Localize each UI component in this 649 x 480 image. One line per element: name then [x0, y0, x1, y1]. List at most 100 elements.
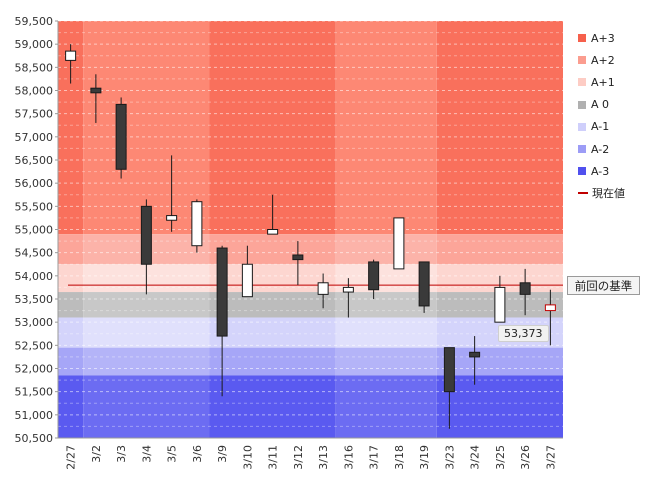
candle [241, 245, 253, 298]
legend-swatch-a-minus-3 [578, 167, 586, 176]
legend-line-current-value [578, 192, 588, 195]
reference-label: 前回の基準 [567, 276, 640, 295]
candle-body [90, 87, 102, 94]
band-A0 [209, 292, 336, 318]
legend-swatch-a-0 [578, 100, 586, 109]
y-tick-label: 57,000 [15, 131, 54, 144]
band-Aminus3 [83, 375, 210, 438]
candle [393, 217, 405, 270]
x-tick-label: 3/5 [166, 445, 179, 463]
band-Aminus1 [83, 317, 210, 348]
legend-label: A+2 [591, 53, 615, 67]
candle [65, 44, 77, 84]
y-tick-label: 56,500 [15, 154, 54, 167]
y-tick-label: 54,500 [15, 247, 54, 260]
x-tick-label: 3/16 [342, 445, 355, 470]
legend-label: 現在値 [592, 187, 625, 201]
candle-body [65, 50, 77, 61]
x-tick-label: 3/17 [368, 445, 381, 470]
y-tick-label: 53,500 [15, 293, 54, 306]
y-tick-label: 51,500 [15, 386, 54, 399]
y-tick-label: 52,000 [15, 363, 54, 376]
band-Aminus2 [209, 347, 336, 376]
x-tick-label: 3/6 [191, 445, 204, 463]
band-A0 [58, 292, 84, 318]
x-tick-label: 2/27 [65, 445, 78, 470]
candle-body [519, 282, 531, 295]
candle-body [241, 263, 253, 298]
candle [317, 273, 329, 309]
candle [342, 278, 354, 318]
band-A0 [83, 292, 210, 318]
candle-body [166, 215, 178, 221]
legend-swatch-a-minus-1 [578, 122, 586, 131]
candle [368, 259, 380, 299]
legend-label: A-1 [591, 120, 610, 134]
legend-item-a-plus-3: A+3 [578, 27, 625, 49]
x-tick-label: 3/10 [241, 445, 254, 470]
legend-item-current-value: 現在値 [578, 182, 625, 204]
band-Aplus2 [436, 234, 563, 265]
candle [469, 336, 481, 385]
candle [140, 199, 152, 295]
candle-body [418, 261, 430, 307]
candle-body [443, 347, 455, 393]
candle-body [216, 247, 228, 337]
x-tick-label: 3/27 [544, 445, 557, 470]
candle-body [317, 282, 329, 295]
y-tick-label: 52,500 [15, 339, 54, 352]
candle [292, 241, 304, 286]
band-Aminus3 [335, 375, 437, 438]
band-Aminus2 [58, 347, 84, 376]
band-Aminus2 [335, 347, 437, 376]
y-tick-label: 57,500 [15, 108, 54, 121]
legend-swatch-a-minus-2 [578, 145, 586, 154]
legend-item-a-plus-1: A+1 [578, 71, 625, 93]
axis-layer: 50,500 51,000 51,500 52,000 52,500 53,000 53,5… [15, 15, 563, 470]
y-tick-label: 56,000 [15, 177, 54, 190]
candle [443, 347, 455, 429]
band-Aminus3 [209, 375, 336, 438]
x-tick-label: 3/26 [519, 445, 532, 470]
band-Aminus1 [335, 317, 437, 348]
legend-item-a-0: A 0 [578, 94, 625, 116]
data-tooltip: 53,373 [498, 325, 549, 342]
candles-layer [65, 44, 556, 429]
band-Aminus2 [83, 347, 210, 376]
candle [418, 261, 430, 313]
candle [166, 155, 178, 232]
legend-label: A 0 [591, 98, 610, 112]
y-tick-label: 58,500 [15, 61, 54, 74]
candle [267, 194, 279, 235]
band-Aplus3 [83, 21, 210, 235]
x-tick-label: 3/11 [267, 445, 280, 470]
y-tick-label: 58,000 [15, 85, 54, 98]
candle [90, 74, 102, 123]
x-tick-label: 3/3 [115, 445, 128, 463]
candle-body [393, 217, 405, 270]
x-tick-label: 3/23 [443, 445, 456, 470]
legend-label: A-2 [591, 142, 610, 156]
legend-item-a-minus-1: A-1 [578, 116, 625, 138]
band-Aminus1 [209, 317, 336, 348]
y-tick-label: 50,500 [15, 432, 54, 445]
candle-body [544, 304, 556, 312]
legend-swatch-a-plus-2 [578, 56, 586, 65]
band-Aminus3 [58, 375, 84, 438]
band-Aplus2 [335, 234, 437, 265]
band-Aminus2 [436, 347, 563, 376]
legend-swatch-a-plus-1 [578, 78, 586, 87]
y-tick-label: 54,000 [15, 270, 54, 283]
band-Aplus3 [436, 21, 563, 235]
candle-body [494, 286, 506, 323]
candle-body [115, 103, 127, 170]
legend-item-a-minus-3: A-3 [578, 160, 625, 182]
x-tick-label: 3/24 [469, 445, 482, 470]
y-tick-label: 55,500 [15, 200, 54, 213]
candle [544, 289, 556, 346]
candle-body [469, 351, 481, 358]
candle [519, 268, 531, 316]
candle-body [368, 261, 380, 291]
candle-body [140, 205, 152, 265]
x-tick-label: 3/25 [494, 445, 507, 470]
